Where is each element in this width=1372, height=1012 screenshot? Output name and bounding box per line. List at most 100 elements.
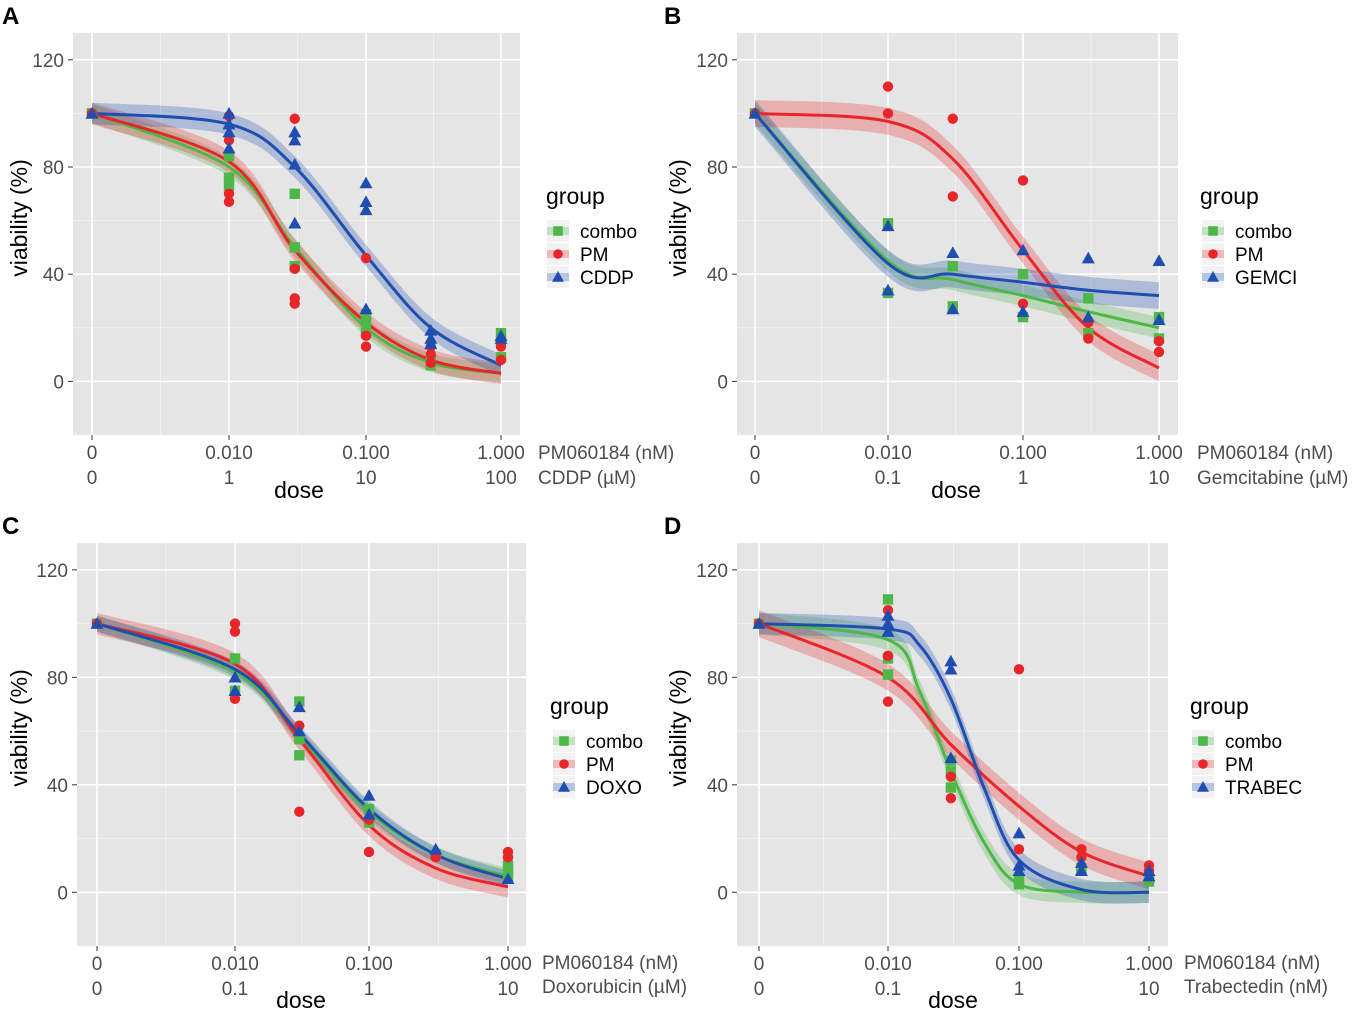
data-point-trabec: [944, 751, 958, 764]
x-tick-label-bottom: 1: [224, 468, 235, 489]
fit-line-combo: [758, 622, 1150, 895]
data-point-combo: [289, 242, 300, 253]
data-point-pm: [1076, 844, 1087, 855]
data-point-combo: [1013, 879, 1025, 890]
plot-background: [737, 33, 1178, 435]
y-tick-label: 120: [696, 51, 728, 72]
legend-title: group: [550, 693, 609, 719]
legend-label-pm: PM: [586, 755, 615, 776]
x-tick-label-bottom: 0: [87, 468, 98, 489]
data-point-gemci: [1081, 310, 1095, 323]
y-tick-label: 80: [43, 158, 64, 179]
x-tick-label-top: 0.100: [345, 954, 393, 975]
legend-label-pm: PM: [1225, 755, 1254, 776]
data-point-combo: [294, 750, 305, 761]
data-point-pm: [289, 298, 300, 309]
data-point-pm: [495, 341, 507, 352]
data-point-cddp: [288, 157, 302, 170]
confidence-band-pm: [97, 612, 508, 898]
legend-label-drug: GEMCI: [1235, 268, 1297, 289]
y-tick-label: 40: [43, 265, 64, 286]
legend-label-pm: PM: [580, 245, 609, 266]
confidence-band-combo: [97, 615, 508, 885]
data-point-doxo: [228, 684, 242, 696]
x-axis-top-unit: PM060184 (nM): [538, 443, 674, 464]
data-point-pm: [223, 188, 235, 199]
y-axis-title: viability (%): [665, 159, 691, 277]
data-point-combo: [1083, 327, 1094, 339]
confidence-band-pm: [759, 610, 1149, 890]
data-point-pm: [223, 196, 235, 208]
data-point-pm: [882, 650, 894, 662]
legend-label-combo: combo: [1235, 222, 1292, 243]
legend-marker-pm: [1198, 759, 1208, 769]
data-point-combo: [223, 180, 235, 191]
data-point-combo: [1143, 876, 1155, 887]
legend-marker-gemci: [1207, 271, 1219, 282]
x-tick-label-bottom: 0.1: [222, 979, 248, 1000]
y-tick-label: 120: [36, 561, 68, 582]
y-tick-label: 40: [707, 265, 728, 286]
x-tick-label-top: 1.000: [477, 443, 525, 464]
legend-marker-pm: [559, 759, 569, 769]
data-point-cddp: [494, 332, 508, 344]
panel-letter: B: [664, 3, 681, 30]
x-tick-label-bottom: 1: [1018, 468, 1029, 489]
data-point-combo: [223, 151, 235, 162]
data-point-gemci: [946, 246, 960, 258]
data-point-combo: [229, 653, 241, 664]
panel-letter: A: [2, 3, 19, 30]
x-tick-label-bottom: 0: [754, 979, 765, 1000]
data-point-pm: [882, 81, 894, 92]
x-tick-label-bottom: 0.1: [875, 979, 901, 1000]
legend-title: group: [1190, 693, 1249, 719]
x-tick-label-top: 0.010: [864, 954, 912, 975]
data-point-trabec: [944, 662, 958, 675]
data-point-pm: [945, 771, 957, 782]
data-point-pm: [495, 354, 507, 366]
data-point-pm: [1013, 844, 1025, 855]
data-point-combo: [947, 260, 958, 272]
x-tick-label-top: 0.010: [211, 954, 259, 975]
x-tick-label-bottom: 1: [1014, 979, 1025, 1000]
data-point-gemci: [1081, 251, 1095, 264]
data-point-cddp: [424, 323, 438, 336]
data-point-combo: [294, 733, 305, 745]
data-point-pm: [223, 135, 235, 146]
x-axis-bottom-unit: Gemcitabine (µM): [1197, 468, 1348, 489]
y-tick-label: 0: [717, 883, 728, 904]
data-point-combo: [502, 865, 514, 876]
chart-b: 0 40 80 120 0 0 0.010 0.1 0.100 1 1.000 10: [696, 33, 1183, 489]
y-tick-label: 120: [32, 51, 64, 72]
x-tick-label-bottom: 10: [355, 468, 376, 489]
fit-line-pm: [96, 622, 509, 889]
chart-a: 0 40 80 120 0 0 0.010 1 0.100 10 1.000 100: [32, 33, 525, 489]
x-axis-bottom-unit: CDDP (µM): [538, 468, 636, 489]
legend-title: group: [1200, 183, 1259, 209]
plot-background: [73, 33, 520, 435]
data-point-doxo: [90, 617, 104, 629]
x-axis-bottom-unit: Doxorubicin (µM): [542, 977, 687, 998]
data-point-pm: [1017, 175, 1029, 186]
data-point-pm: [363, 846, 375, 858]
legend-marker-combo: [559, 736, 569, 746]
x-tick-label-top: 1.000: [1125, 954, 1173, 975]
data-point-cddp: [222, 106, 236, 119]
data-point-pm: [1153, 336, 1165, 347]
x-tick-label-top: 0: [750, 443, 761, 464]
data-point-gemci: [946, 302, 960, 315]
y-tick-label: 80: [707, 668, 728, 689]
data-point-pm: [289, 263, 300, 275]
legend-label-drug: CDDP: [580, 268, 634, 289]
data-point-pm: [1083, 333, 1094, 344]
data-point-cddp: [222, 141, 236, 154]
legend-marker-combo: [1198, 736, 1208, 746]
x-tick-label-top: 1.000: [1135, 443, 1183, 464]
data-point-doxo: [292, 700, 306, 713]
x-axis-title: dose: [276, 987, 326, 1012]
legend-label-combo: combo: [580, 222, 637, 243]
confidence-band-combo: [755, 102, 1159, 339]
data-point-trabec: [881, 617, 895, 629]
data-point-cddp: [359, 176, 373, 189]
x-tick-label-top: 0.100: [999, 443, 1047, 464]
